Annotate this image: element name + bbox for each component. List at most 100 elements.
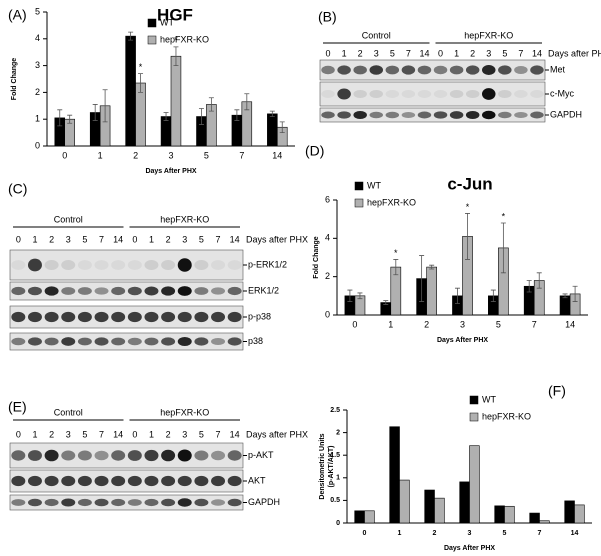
blot-band	[27, 450, 42, 461]
blot-band	[337, 65, 351, 75]
row-label: GAPDH	[550, 109, 582, 119]
blot-band	[44, 498, 59, 507]
blot-band	[127, 475, 142, 487]
lane-label: 0	[326, 48, 331, 58]
blot-band	[77, 260, 92, 270]
blot-band	[161, 311, 176, 323]
y-tick-label: 2	[336, 429, 340, 436]
bar	[426, 266, 437, 316]
blot-band	[94, 260, 109, 270]
legend-label: WT	[160, 17, 174, 27]
blot-band	[44, 286, 59, 296]
row-label: p-AKT	[248, 450, 274, 460]
blot-band	[111, 311, 126, 323]
chart-title: HGF	[157, 5, 193, 24]
blot-band	[161, 449, 176, 462]
blot-band	[321, 65, 335, 75]
blot-band	[127, 499, 142, 506]
bar	[459, 481, 470, 524]
blot-band	[11, 311, 26, 323]
blot-band	[27, 337, 42, 346]
error-bar	[500, 222, 506, 274]
error-bar	[102, 89, 108, 123]
legend-swatch	[354, 198, 364, 208]
bar	[529, 512, 540, 524]
lane-label: 5	[199, 234, 204, 244]
blot-band	[211, 499, 226, 506]
legend-label: hepFXR-KO	[482, 411, 531, 421]
blot-band	[44, 311, 59, 323]
blot-band	[44, 449, 59, 462]
blot-band	[211, 450, 226, 461]
x-tick-label: 0	[62, 150, 67, 160]
error-bar	[173, 46, 179, 66]
lane-label: 14	[532, 48, 542, 58]
lane-label: 5	[82, 429, 87, 439]
blot-band	[227, 286, 242, 296]
blot-band	[227, 498, 242, 507]
chart-title: c-Jun	[447, 174, 492, 193]
lane-label: 2	[49, 234, 54, 244]
row-label: p-ERK1/2	[248, 259, 287, 269]
blot-band	[94, 287, 109, 295]
x-tick-label: 0	[352, 319, 357, 329]
blot-band	[417, 65, 432, 75]
error-bar	[562, 293, 568, 299]
y-tick-label: 5	[35, 6, 40, 16]
blot-strip	[9, 249, 244, 281]
bar	[399, 479, 410, 524]
blot-band	[177, 258, 192, 272]
error-bar	[393, 259, 399, 276]
row-label: ERK1/2	[248, 285, 279, 295]
x-tick-label: 2	[424, 319, 429, 329]
group-label: Control	[362, 30, 391, 40]
lane-label: 14	[230, 429, 240, 439]
blot-band	[385, 90, 400, 98]
error-bar	[357, 292, 363, 300]
y-tick-label: 0	[35, 140, 40, 150]
error-bar	[347, 289, 353, 302]
y-tick-label: 0	[325, 309, 330, 319]
blot-band	[27, 286, 42, 296]
blot-band	[321, 111, 335, 119]
blot-band	[144, 449, 159, 462]
blot-band	[144, 498, 159, 507]
blot-band	[94, 498, 109, 507]
y-tick-label: 2.5	[330, 407, 340, 414]
blot-band	[385, 111, 400, 119]
blot-band	[177, 498, 192, 507]
blot-band	[417, 90, 432, 98]
lane-label: 7	[406, 48, 411, 58]
blot-band	[530, 65, 544, 75]
blot-band	[482, 88, 496, 100]
blot-band	[111, 498, 126, 507]
bar	[354, 510, 365, 524]
x-axis-label: Days After PHX	[145, 168, 196, 175]
panel-label: (B)	[318, 9, 337, 25]
lane-label: 2	[166, 234, 171, 244]
annotation: *	[466, 202, 470, 212]
error-bar	[383, 300, 389, 305]
blot-band	[177, 311, 192, 323]
error-bar	[419, 255, 425, 302]
y-axis-label: (p-AKT/AKT)	[328, 446, 335, 488]
blot-band	[385, 65, 400, 75]
group-label: hepFXR-KO	[464, 30, 513, 40]
blot-band	[401, 111, 416, 119]
blot-band	[211, 475, 226, 487]
bar	[125, 35, 136, 147]
lane-label: 3	[374, 48, 379, 58]
blot-band	[77, 337, 92, 346]
legend-swatch	[147, 18, 157, 28]
x-tick-label: 14	[272, 150, 282, 160]
blot-band	[369, 111, 383, 119]
error-bar	[138, 73, 144, 93]
lane-label: 0	[16, 429, 21, 439]
error-bar	[92, 104, 98, 121]
blot-band	[465, 65, 480, 75]
blot-band	[530, 111, 544, 119]
lane-label: 14	[230, 234, 240, 244]
y-tick-label: 2	[325, 271, 330, 281]
x-tick-label: 2	[133, 150, 138, 160]
lane-label: 3	[182, 429, 187, 439]
